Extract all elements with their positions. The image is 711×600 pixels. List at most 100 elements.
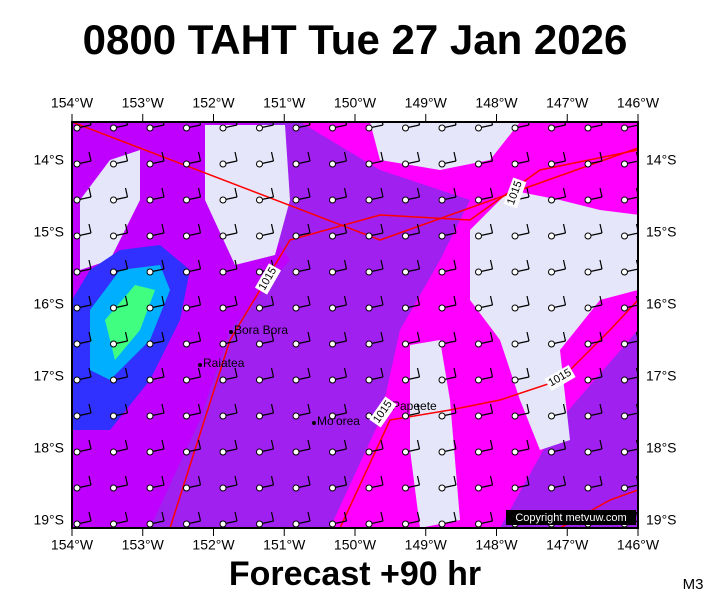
station xyxy=(219,520,227,528)
barb xyxy=(161,403,165,414)
station xyxy=(511,340,519,348)
barb xyxy=(234,259,238,270)
barb xyxy=(599,331,603,342)
barb xyxy=(88,367,92,378)
barb xyxy=(272,122,275,126)
station xyxy=(548,304,555,312)
station xyxy=(146,412,154,420)
barb xyxy=(416,511,421,522)
barb xyxy=(599,475,603,486)
barb xyxy=(126,122,129,126)
barb xyxy=(343,223,348,234)
station xyxy=(110,124,117,132)
lat-label: 15°S xyxy=(646,224,677,240)
station xyxy=(475,196,482,204)
barb xyxy=(88,439,92,450)
isobar-label: 1015 xyxy=(503,177,527,209)
station xyxy=(73,268,81,276)
barb xyxy=(270,475,275,486)
station xyxy=(292,304,300,312)
station xyxy=(402,448,409,456)
station xyxy=(511,232,519,240)
station xyxy=(110,412,117,420)
station xyxy=(548,268,555,276)
station xyxy=(584,124,592,132)
barb xyxy=(234,403,238,414)
barb xyxy=(453,403,457,414)
station xyxy=(146,376,154,384)
lon-label: 153°W xyxy=(122,537,165,553)
barb xyxy=(599,439,603,450)
station xyxy=(548,124,555,132)
station xyxy=(256,376,263,384)
station xyxy=(438,520,446,528)
barb xyxy=(453,367,457,378)
station xyxy=(73,340,81,348)
barb xyxy=(599,367,603,378)
lon-label: 151°W xyxy=(263,537,306,553)
barb xyxy=(307,403,311,414)
station xyxy=(329,160,336,168)
copyright-box xyxy=(506,510,636,525)
lon-label: 150°W xyxy=(334,95,377,111)
station xyxy=(438,232,446,240)
lon-label: 148°W xyxy=(475,537,518,553)
station xyxy=(365,232,373,240)
barb xyxy=(416,367,421,378)
station xyxy=(146,448,154,456)
station xyxy=(110,448,117,456)
barb xyxy=(307,223,311,234)
station xyxy=(548,340,555,348)
barb xyxy=(307,367,311,378)
station xyxy=(219,160,227,168)
barb xyxy=(88,403,92,414)
station xyxy=(256,340,263,348)
station xyxy=(511,268,519,276)
forecast-label: Forecast +90 hr xyxy=(229,555,481,593)
station xyxy=(438,484,446,492)
barb xyxy=(562,223,567,234)
station xyxy=(146,232,154,240)
station xyxy=(402,124,409,132)
station xyxy=(292,376,300,384)
barb xyxy=(345,122,348,126)
station xyxy=(584,340,592,348)
station xyxy=(329,340,336,348)
barb xyxy=(562,151,567,162)
barb xyxy=(270,511,275,522)
barb xyxy=(526,151,530,162)
barb xyxy=(599,223,603,234)
barb xyxy=(380,151,384,162)
station xyxy=(183,124,190,132)
lon-label: 152°W xyxy=(192,95,235,111)
station xyxy=(73,124,81,132)
station xyxy=(219,196,227,204)
station xyxy=(402,160,409,168)
barb xyxy=(124,187,129,198)
place-name: Mo'orea xyxy=(317,414,360,428)
barb xyxy=(270,331,275,342)
station xyxy=(511,448,519,456)
station xyxy=(110,268,117,276)
station xyxy=(329,196,336,204)
station xyxy=(329,124,336,132)
station xyxy=(402,232,409,240)
lat-label: 15°S xyxy=(33,224,64,240)
station xyxy=(146,304,154,312)
barb xyxy=(89,122,92,126)
barb xyxy=(307,259,311,270)
isobar-label-box xyxy=(254,263,282,295)
barb xyxy=(526,187,530,198)
station xyxy=(548,484,555,492)
barb xyxy=(562,403,567,414)
station xyxy=(73,484,81,492)
map-field xyxy=(72,122,638,528)
station xyxy=(73,412,81,420)
barb xyxy=(307,475,311,486)
barb xyxy=(416,439,421,450)
barb xyxy=(161,367,165,378)
barb xyxy=(270,439,275,450)
station xyxy=(621,268,628,276)
lon-label: 154°W xyxy=(51,95,94,111)
barb xyxy=(88,511,92,522)
